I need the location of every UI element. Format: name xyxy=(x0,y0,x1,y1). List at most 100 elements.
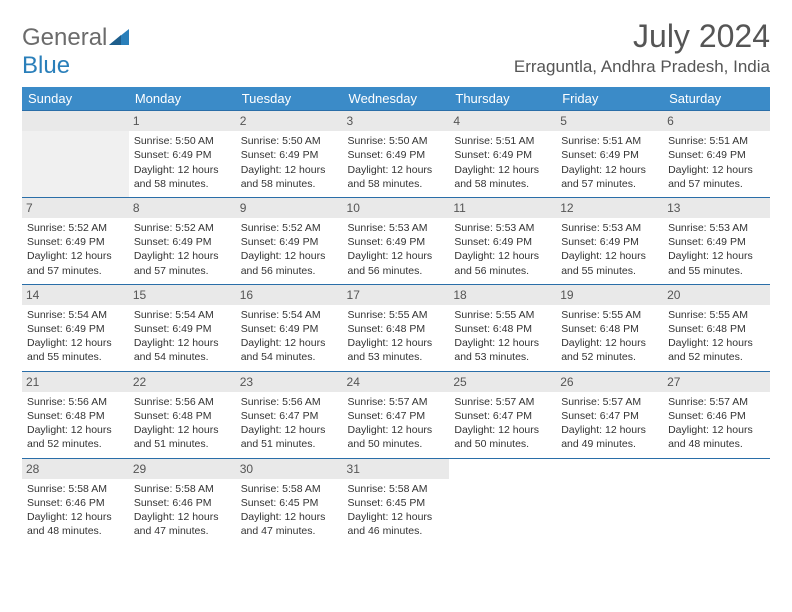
daylight-line: Daylight: 12 hours and 52 minutes. xyxy=(27,423,124,451)
day-number: 19 xyxy=(556,285,663,305)
calendar-cell: 2Sunrise: 5:50 AMSunset: 6:49 PMDaylight… xyxy=(236,111,343,198)
calendar-cell: 18Sunrise: 5:55 AMSunset: 6:48 PMDayligh… xyxy=(449,284,556,371)
sunset-line: Sunset: 6:49 PM xyxy=(668,235,765,249)
calendar-week-row: 7Sunrise: 5:52 AMSunset: 6:49 PMDaylight… xyxy=(22,197,770,284)
day-number: 1 xyxy=(129,111,236,131)
calendar-week-row: 21Sunrise: 5:56 AMSunset: 6:48 PMDayligh… xyxy=(22,371,770,458)
calendar-cell: 23Sunrise: 5:56 AMSunset: 6:47 PMDayligh… xyxy=(236,371,343,458)
daylight-line: Daylight: 12 hours and 57 minutes. xyxy=(561,163,658,191)
sunrise-line: Sunrise: 5:58 AM xyxy=(348,482,445,496)
calendar-cell: 1Sunrise: 5:50 AMSunset: 6:49 PMDaylight… xyxy=(129,111,236,198)
sunset-line: Sunset: 6:49 PM xyxy=(668,148,765,162)
day-number: 26 xyxy=(556,372,663,392)
day-number: 21 xyxy=(22,372,129,392)
daylight-line: Daylight: 12 hours and 48 minutes. xyxy=(27,510,124,538)
sunset-line: Sunset: 6:49 PM xyxy=(27,322,124,336)
day-header: Friday xyxy=(556,87,663,111)
sunset-line: Sunset: 6:49 PM xyxy=(134,148,231,162)
sunrise-line: Sunrise: 5:53 AM xyxy=(348,221,445,235)
sunset-line: Sunset: 6:48 PM xyxy=(668,322,765,336)
daylight-line: Daylight: 12 hours and 56 minutes. xyxy=(454,249,551,277)
calendar-cell: 21Sunrise: 5:56 AMSunset: 6:48 PMDayligh… xyxy=(22,371,129,458)
sunset-line: Sunset: 6:48 PM xyxy=(561,322,658,336)
calendar-cell: 20Sunrise: 5:55 AMSunset: 6:48 PMDayligh… xyxy=(663,284,770,371)
sunrise-line: Sunrise: 5:51 AM xyxy=(668,134,765,148)
sunset-line: Sunset: 6:47 PM xyxy=(454,409,551,423)
calendar-cell: 8Sunrise: 5:52 AMSunset: 6:49 PMDaylight… xyxy=(129,197,236,284)
day-number: 31 xyxy=(343,459,450,479)
sunrise-line: Sunrise: 5:53 AM xyxy=(668,221,765,235)
sunrise-line: Sunrise: 5:57 AM xyxy=(454,395,551,409)
day-number: 23 xyxy=(236,372,343,392)
sunrise-line: Sunrise: 5:52 AM xyxy=(27,221,124,235)
daylight-line: Daylight: 12 hours and 53 minutes. xyxy=(348,336,445,364)
day-number: 8 xyxy=(129,198,236,218)
calendar-cell: 10Sunrise: 5:53 AMSunset: 6:49 PMDayligh… xyxy=(343,197,450,284)
day-number: 7 xyxy=(22,198,129,218)
day-number: 22 xyxy=(129,372,236,392)
sunset-line: Sunset: 6:46 PM xyxy=(134,496,231,510)
brand-logo: General Blue xyxy=(22,24,129,80)
day-number: 10 xyxy=(343,198,450,218)
location-text: Erraguntla, Andhra Pradesh, India xyxy=(514,57,770,77)
daylight-line: Daylight: 12 hours and 52 minutes. xyxy=(668,336,765,364)
daylight-line: Daylight: 12 hours and 51 minutes. xyxy=(134,423,231,451)
month-title: July 2024 xyxy=(514,18,770,55)
sunrise-line: Sunrise: 5:50 AM xyxy=(134,134,231,148)
sunset-line: Sunset: 6:48 PM xyxy=(134,409,231,423)
day-header: Wednesday xyxy=(343,87,450,111)
sunrise-line: Sunrise: 5:58 AM xyxy=(134,482,231,496)
header-right: July 2024 Erraguntla, Andhra Pradesh, In… xyxy=(514,18,770,83)
daylight-line: Daylight: 12 hours and 57 minutes. xyxy=(134,249,231,277)
sunrise-line: Sunrise: 5:58 AM xyxy=(27,482,124,496)
daylight-line: Daylight: 12 hours and 58 minutes. xyxy=(241,163,338,191)
daylight-line: Daylight: 12 hours and 55 minutes. xyxy=(561,249,658,277)
sunset-line: Sunset: 6:48 PM xyxy=(348,322,445,336)
day-header: Sunday xyxy=(22,87,129,111)
sunset-line: Sunset: 6:49 PM xyxy=(134,235,231,249)
sunrise-line: Sunrise: 5:50 AM xyxy=(348,134,445,148)
sunset-line: Sunset: 6:49 PM xyxy=(348,148,445,162)
calendar-cell: 3Sunrise: 5:50 AMSunset: 6:49 PMDaylight… xyxy=(343,111,450,198)
daylight-line: Daylight: 12 hours and 57 minutes. xyxy=(27,249,124,277)
calendar-cell: 30Sunrise: 5:58 AMSunset: 6:45 PMDayligh… xyxy=(236,458,343,544)
calendar-cell: 7Sunrise: 5:52 AMSunset: 6:49 PMDaylight… xyxy=(22,197,129,284)
day-number: 15 xyxy=(129,285,236,305)
sunrise-line: Sunrise: 5:56 AM xyxy=(134,395,231,409)
calendar-cell: 4Sunrise: 5:51 AMSunset: 6:49 PMDaylight… xyxy=(449,111,556,198)
calendar-cell xyxy=(22,111,129,198)
sunrise-line: Sunrise: 5:54 AM xyxy=(134,308,231,322)
sunrise-line: Sunrise: 5:57 AM xyxy=(668,395,765,409)
day-header: Saturday xyxy=(663,87,770,111)
calendar-cell: 19Sunrise: 5:55 AMSunset: 6:48 PMDayligh… xyxy=(556,284,663,371)
day-number: 6 xyxy=(663,111,770,131)
calendar-cell: 29Sunrise: 5:58 AMSunset: 6:46 PMDayligh… xyxy=(129,458,236,544)
daylight-line: Daylight: 12 hours and 47 minutes. xyxy=(241,510,338,538)
sunrise-line: Sunrise: 5:53 AM xyxy=(561,221,658,235)
calendar-cell: 15Sunrise: 5:54 AMSunset: 6:49 PMDayligh… xyxy=(129,284,236,371)
sunset-line: Sunset: 6:49 PM xyxy=(454,148,551,162)
calendar-cell xyxy=(663,458,770,544)
calendar-cell xyxy=(449,458,556,544)
sunset-line: Sunset: 6:49 PM xyxy=(561,148,658,162)
day-number: 4 xyxy=(449,111,556,131)
sunrise-line: Sunrise: 5:54 AM xyxy=(27,308,124,322)
brand-name-1: General xyxy=(22,24,107,51)
sunset-line: Sunset: 6:45 PM xyxy=(241,496,338,510)
sunset-line: Sunset: 6:47 PM xyxy=(241,409,338,423)
day-number: 27 xyxy=(663,372,770,392)
daylight-line: Daylight: 12 hours and 55 minutes. xyxy=(27,336,124,364)
brand-triangle-icon xyxy=(109,29,129,45)
day-header: Tuesday xyxy=(236,87,343,111)
calendar-cell: 11Sunrise: 5:53 AMSunset: 6:49 PMDayligh… xyxy=(449,197,556,284)
daylight-line: Daylight: 12 hours and 50 minutes. xyxy=(348,423,445,451)
daylight-line: Daylight: 12 hours and 53 minutes. xyxy=(454,336,551,364)
sunrise-line: Sunrise: 5:55 AM xyxy=(668,308,765,322)
calendar-week-row: 1Sunrise: 5:50 AMSunset: 6:49 PMDaylight… xyxy=(22,111,770,198)
sunrise-line: Sunrise: 5:51 AM xyxy=(561,134,658,148)
sunset-line: Sunset: 6:46 PM xyxy=(27,496,124,510)
day-number: 16 xyxy=(236,285,343,305)
sunrise-line: Sunrise: 5:52 AM xyxy=(241,221,338,235)
daylight-line: Daylight: 12 hours and 57 minutes. xyxy=(668,163,765,191)
calendar-body: 1Sunrise: 5:50 AMSunset: 6:49 PMDaylight… xyxy=(22,111,770,545)
